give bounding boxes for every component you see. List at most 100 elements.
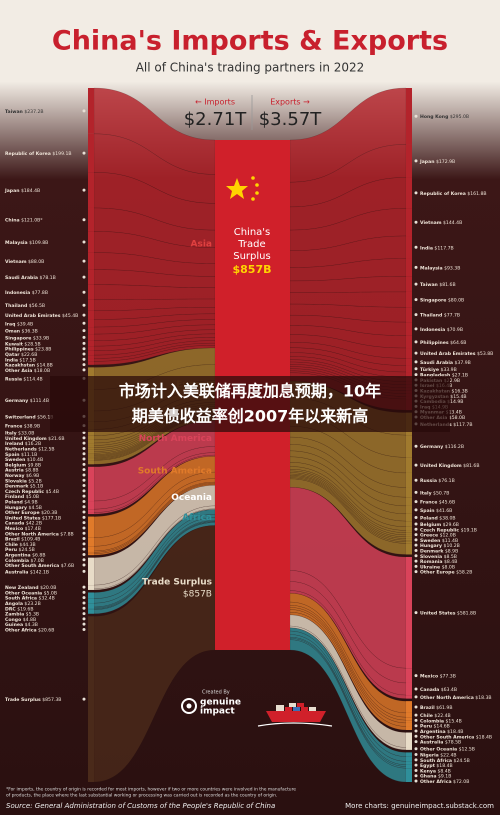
partner-name: Congo	[5, 616, 21, 622]
partner-label: Taiwan $81.6B	[420, 282, 456, 288]
import-bar	[88, 429, 94, 436]
partner-value: $72.0B	[453, 779, 469, 785]
partner-value: $4.3B	[25, 622, 38, 628]
partner-name: India	[420, 245, 433, 251]
partner-label: Nigeria $22.4B	[420, 752, 457, 758]
partner-name: France	[420, 499, 437, 505]
partner-value: $16.2B	[25, 441, 41, 447]
partner-label: Greece $12.0B	[420, 532, 456, 538]
import-bar	[88, 269, 94, 285]
partner-name: United Kingdom	[420, 463, 462, 469]
export-bar	[406, 761, 412, 765]
partner-label: Indonesia $70.9B	[420, 326, 463, 332]
partner-label: Finland $5.0B	[5, 494, 39, 500]
import-bar	[88, 451, 94, 454]
partner-name: United States	[420, 610, 456, 616]
partner-name: Slovenia	[420, 553, 442, 559]
partner-name: Argentina	[5, 552, 31, 558]
export-bar	[406, 536, 412, 539]
partner-value: $20.0B	[40, 585, 56, 591]
flag-dot	[82, 446, 86, 450]
ship	[257, 703, 333, 727]
flag-dot	[414, 774, 418, 778]
partner-name: Mexico	[420, 673, 438, 679]
import-bar	[88, 509, 94, 513]
import-bar	[88, 172, 94, 208]
partner-name: Austria	[5, 467, 24, 473]
partner-label: Sweden $11.4B	[420, 537, 458, 543]
partner-name: Slovakia	[5, 478, 27, 484]
brand-logo	[181, 698, 197, 714]
import-bar	[88, 546, 94, 552]
flag-dot	[414, 768, 418, 772]
export-bar	[406, 756, 412, 762]
partner-label: Poland $38.0B	[420, 515, 456, 521]
partner-name: Iraq	[5, 321, 15, 327]
partner-value: $76.1B	[438, 478, 454, 484]
import-bar	[88, 457, 94, 459]
partner-label: Denmark $8.9B	[420, 548, 458, 554]
partner-label: Indonesia $77.8B	[5, 290, 48, 296]
import-bar	[88, 616, 94, 782]
flag-dot	[414, 516, 418, 520]
flag-dot	[414, 522, 418, 526]
partner-label: Japan $172.9B	[419, 158, 455, 164]
partner-name: Vietnam	[5, 259, 27, 265]
import-bar	[88, 608, 94, 609]
import-bar	[88, 537, 94, 547]
partner-name: Canada	[420, 687, 439, 693]
source: Source: General Administration of Custom…	[6, 802, 275, 810]
flag-dot	[82, 290, 86, 294]
partner-name: Other North America	[420, 694, 474, 700]
import-bar	[88, 310, 94, 320]
flag-dot	[414, 729, 418, 733]
partner-label: Other North America $7.8B	[5, 531, 74, 537]
partner-label: Malaysia $93.3B	[420, 265, 460, 271]
export-bar	[406, 668, 412, 683]
partner-label: Republic of Korea $161.8B	[420, 190, 487, 196]
partner-value: $22.4B	[440, 752, 456, 758]
partner-name: Other Africa	[5, 627, 37, 633]
partner-label: Ghana $9.1B	[420, 773, 451, 779]
partner-name: Republic of Korea	[420, 190, 466, 196]
partner-label: Iraq $39.4B	[5, 321, 33, 327]
partner-label: Russia $76.1B	[420, 478, 455, 484]
partner-label: Philippines $64.6B	[420, 339, 466, 345]
import-bar	[88, 133, 94, 173]
partner-label: Italy $33.0B	[5, 430, 34, 436]
export-bar	[406, 322, 412, 336]
partner-name: Germany	[5, 398, 28, 404]
import-bar	[88, 592, 94, 599]
partner-name: Ghana	[420, 773, 437, 779]
import-bar	[88, 608, 94, 610]
flag-dot	[414, 298, 418, 302]
partner-value: $18.3B	[475, 694, 491, 700]
import-bar	[88, 551, 94, 553]
partner-value: $77.8B	[32, 290, 48, 296]
flag-dot	[414, 713, 418, 717]
partner-value: $33.9B	[440, 366, 456, 372]
flag-dot	[82, 240, 86, 244]
partner-label: Slovakia $5.2B	[5, 478, 42, 484]
banner: 市场计入美联储再度加息预期，10年	[119, 382, 381, 401]
partner-label: United Arab Emirates $45.4B	[5, 313, 78, 319]
flag-dot	[414, 559, 418, 563]
partner-value: $109.4B	[21, 536, 40, 542]
partner-label: China $121.0B*	[5, 217, 43, 223]
flag-dot	[414, 758, 418, 762]
partner-value: $50.7B	[433, 490, 449, 496]
export-bar	[406, 497, 412, 506]
partner-name: Singapore	[5, 335, 31, 341]
import-bar	[88, 340, 94, 347]
flag-dot	[414, 360, 418, 364]
partner-name: Russia	[5, 376, 22, 382]
partner-name: Thailand	[5, 303, 27, 309]
partner-label: Egypt $18.4B	[420, 763, 453, 769]
partner-value: $12.5B	[38, 446, 54, 452]
region-label: South America	[138, 466, 212, 476]
partner-name: Republic of Korea	[5, 151, 51, 157]
partner-value: $32.4B	[39, 595, 55, 601]
partner-label: Singapore $80.0B	[420, 297, 464, 303]
partner-value: $9.8B	[28, 462, 41, 468]
partner-label: Singapore $33.9B	[5, 335, 49, 341]
